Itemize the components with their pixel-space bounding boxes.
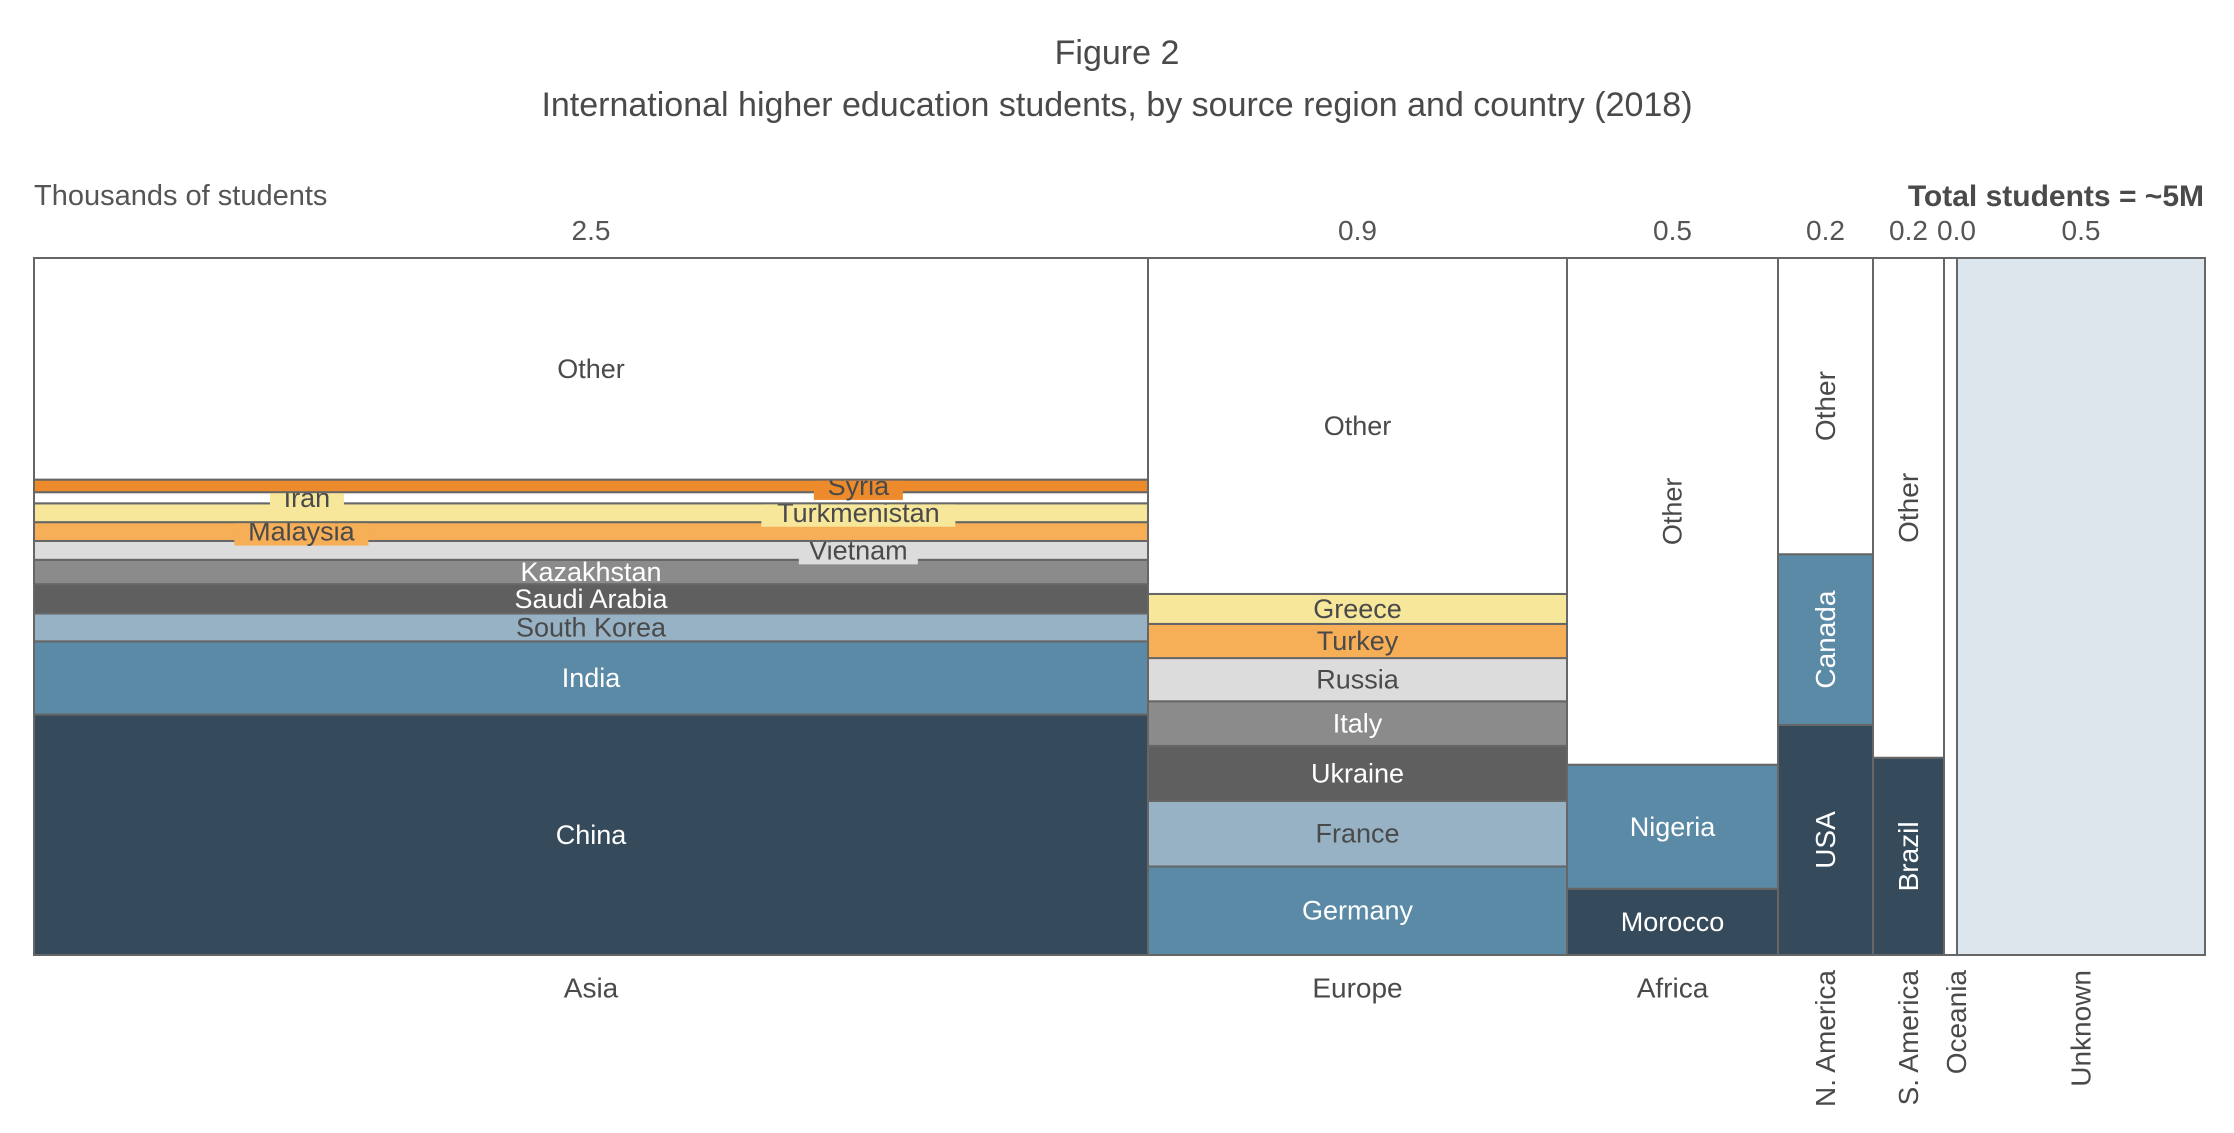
segment-s-america-other [1872,257,1945,759]
segment-asia-vietnam [33,539,1149,561]
segment-asia-syria [33,478,1149,494]
region-s-america: Brazil Other 0.2 S. America [1872,215,1945,1106]
segment-europe-ukraine [1147,744,1568,802]
segment-unknown-block [1956,257,2206,956]
region-total-label: 0.2 [1806,215,1845,246]
region-total-label: 2.5 [572,215,611,246]
segment-europe-germany [1147,865,1568,957]
region-total-label: 0.5 [1653,215,1692,246]
region-axis-label: Africa [1637,973,1709,1004]
segment-asia-other [33,257,1149,481]
segment-label-russia: Russia [1316,665,1400,695]
region-unknown: 0.5 Unknown [1956,215,2206,1087]
figure-number: Figure 2 [1054,34,1180,72]
segment-label-south-korea: South Korea [516,612,667,642]
segment-label-nigeria: Nigeria [1630,812,1717,842]
segment-africa-nigeria [1566,763,1779,890]
segment-label-ukraine: Ukraine [1311,758,1404,788]
total-students-label: Total students = ~5M [1907,180,2204,213]
segment-label-italy: Italy [1333,709,1383,739]
region-oceania: 0.0 Oceania [1937,215,1976,1074]
region-total-label: 0.2 [1889,215,1928,246]
segment-label-germany: Germany [1302,896,1414,926]
segment-europe-other [1147,257,1568,595]
region-axis-label: Oceania [1941,970,1972,1075]
segment-label-india: India [562,663,622,693]
region-total-label: 0.9 [1338,215,1377,246]
segment-europe-france [1147,799,1568,868]
region-axis-label: Europe [1312,973,1402,1004]
segment-label-china: China [556,820,628,850]
region-africa: Morocco Nigeria Other 0.5 Africa [1566,215,1779,1004]
segment-label-france: France [1315,819,1399,849]
region-total-label: 0.0 [1937,215,1976,246]
segment-asia-malaysia [33,521,1149,542]
segment-europe-greece [1147,592,1568,625]
segment-africa-morocco [1566,887,1779,956]
segment-asia-turkmenistan [33,502,1149,524]
segment-n-america-other [1777,257,1874,556]
segment-label-kazakhstan: Kazakhstan [520,557,661,587]
segment-oceania-block [1943,257,1958,956]
segment-asia-china [33,713,1149,956]
segment-label-greece: Greece [1313,594,1402,624]
region-axis-label: Unknown [2066,970,2097,1087]
figure-title: International higher education students,… [541,86,1693,124]
region-axis-label: S. America [1893,970,1924,1106]
region-n-america: USA Canada Other 0.2 N. America [1777,215,1874,1107]
region-axis-label: N. America [1810,970,1841,1107]
segment-label-brazil: Brazil [1893,821,1924,891]
segment-label-turkey: Turkey [1317,626,1399,656]
segment-label-other: Other [557,354,625,384]
region-axis-label: Asia [564,973,619,1004]
segment-label-other: Other [1893,473,1924,543]
segment-label-other: Other [1658,478,1688,546]
segment-label-saudi-arabia: Saudi Arabia [514,584,668,614]
segment-label-other: Other [1810,371,1841,441]
segment-asia-iran [33,491,1149,505]
segment-label-usa: USA [1810,811,1841,869]
segment-label-morocco: Morocco [1621,907,1725,937]
unit-label: Thousands of students [34,180,328,212]
segment-africa-other [1566,257,1779,766]
region-total-label: 0.5 [2062,215,2101,246]
region-europe: Germany France Ukraine Italy Russia TurkeyGre… [1147,215,1568,1004]
segment-label-other: Other [1324,411,1392,441]
segment-label-canada: Canada [1810,590,1841,689]
segment-europe-italy [1147,700,1568,747]
segment-asia-kazakhstan [33,558,1149,586]
